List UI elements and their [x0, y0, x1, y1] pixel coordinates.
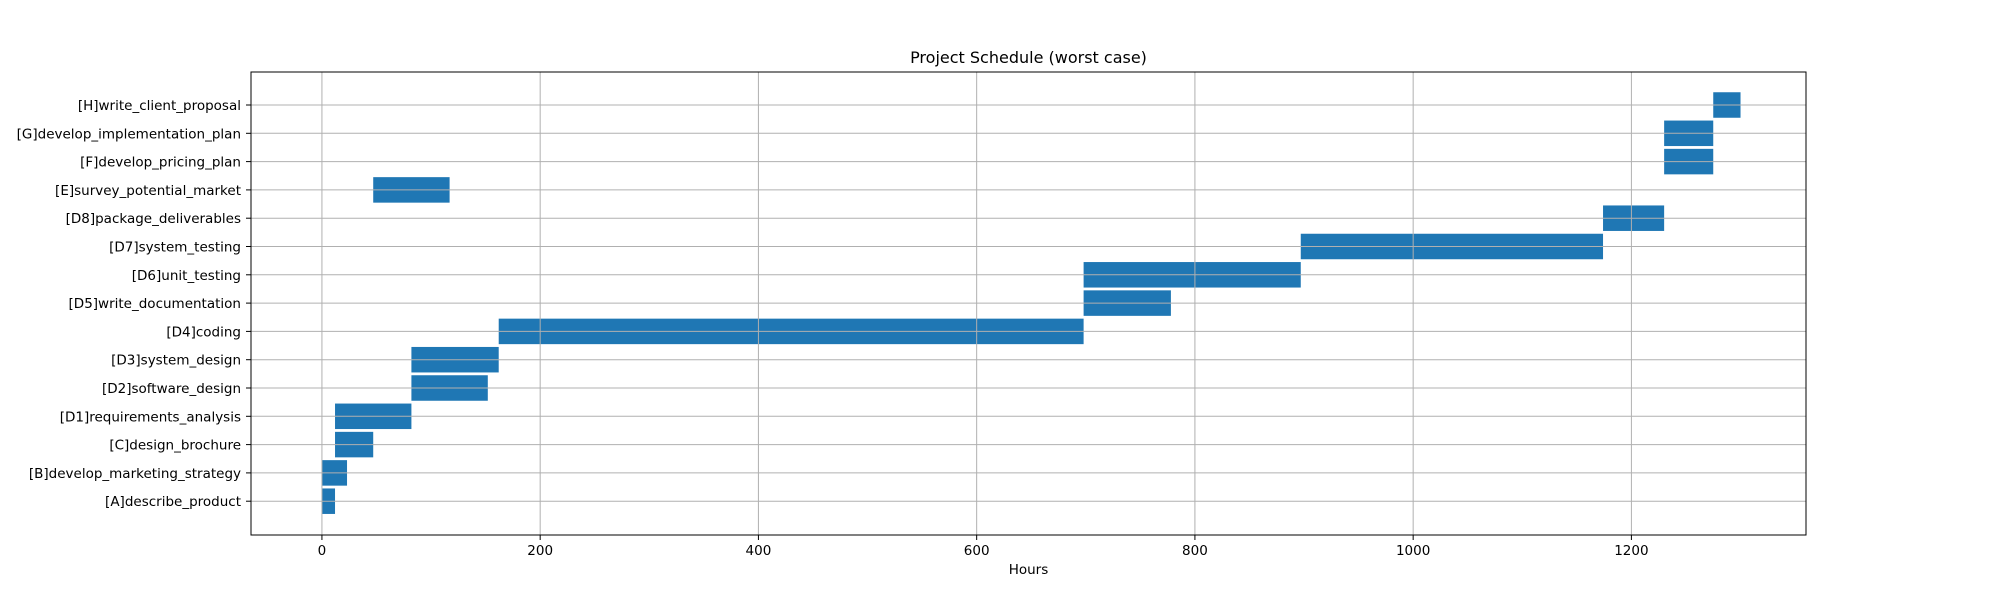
x-axis-label: Hours [1009, 562, 1049, 578]
x-tick-label: 200 [527, 543, 553, 559]
y-tick-label: [D3]system_design [111, 353, 241, 369]
grid-layer [251, 72, 1806, 535]
y-tick-label: [F]develop_pricing_plan [80, 155, 241, 171]
y-tick-label: [D1]requirements_analysis [60, 409, 241, 425]
y-tick-label: [G]develop_implementation_plan [17, 126, 241, 142]
x-tick-label: 1000 [1396, 543, 1430, 559]
x-tick-label: 0 [318, 543, 327, 559]
plot-frame [250, 71, 1807, 536]
y-tick-label: [C]design_brochure [109, 438, 241, 454]
y-tick-label: [H]write_client_proposal [78, 98, 241, 114]
y-tick-label: [D8]package_deliverables [66, 211, 241, 227]
chart-title: Project Schedule (worst case) [910, 48, 1147, 67]
y-tick-label: [A]describe_product [105, 494, 241, 510]
x-tick-label: 1200 [1614, 543, 1648, 559]
x-tick-label: 800 [1182, 543, 1208, 559]
y-tick-label: [D4]coding [166, 324, 241, 340]
x-tick-label: 600 [964, 543, 990, 559]
y-tick-label: [E]survey_potential_market [55, 183, 241, 199]
x-tick-label: 400 [746, 543, 772, 559]
y-tick-label: [D2]software_design [102, 381, 241, 397]
y-tick-label: [D5]write_documentation [69, 296, 241, 312]
y-tick-label: [D7]system_testing [109, 240, 241, 256]
y-tick-label: [B]develop_marketing_strategy [29, 466, 241, 482]
y-tick-label: [D6]unit_testing [132, 268, 241, 284]
tick-layer: 0 200 400 600 800 1000 1200 [A]describe_product… [17, 98, 1649, 559]
